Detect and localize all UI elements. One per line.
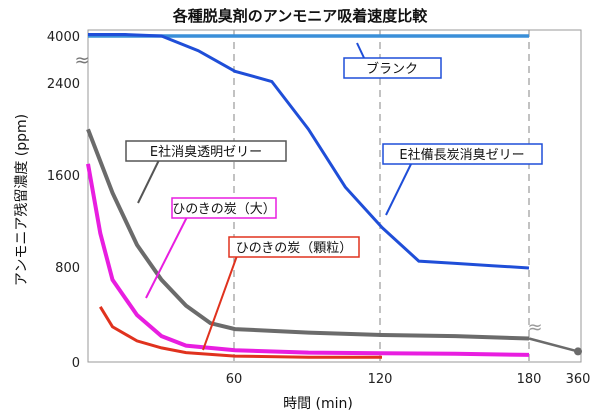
x-axis-label: 時間 (min) [283, 396, 353, 412]
series-layer [86, 33, 582, 359]
label-leader-e-bincho-jelly [385, 159, 414, 216]
y-tick-1600: 1600 [47, 169, 80, 184]
series-line-e-clear-jelly [86, 128, 530, 341]
y-axis-label: アンモニア残留濃度 (ppm) [14, 114, 30, 286]
label-hinoki-large: ひのきの炭（大） [172, 202, 276, 217]
label-box-hinoki-large [171, 197, 277, 219]
y-tick-2400: 2400 [47, 77, 80, 92]
x-axis-break: ≈ [527, 317, 542, 338]
x-tick-60: 60 [226, 372, 243, 387]
label-leader-hinoki-granule [202, 252, 239, 351]
y-tick-4000: 4000 [47, 30, 80, 45]
series-line-e-bincho-jelly [88, 33, 530, 270]
x-tick-120: 120 [368, 372, 393, 387]
label-e-bincho-jelly: E社備長炭消臭ゼリー [399, 147, 524, 163]
label-blank: ブランク [366, 61, 418, 77]
y-tick-0: 0 [72, 356, 80, 371]
series-line-e-clear-jelly-extension [528, 337, 579, 353]
y-axis-break: ≈ [74, 50, 89, 71]
series-line-hinoki-granule [99, 306, 382, 359]
label-e-clear-jelly: E社消臭透明ゼリー [150, 144, 262, 160]
label-box-e-bincho-jelly [382, 143, 543, 165]
label-box-blank [343, 57, 442, 79]
chart-title: 各種脱臭剤のアンモニア吸着速度比較 [172, 7, 428, 25]
label-leader-e-clear-jelly [137, 157, 161, 204]
series-line-hinoki-large [86, 163, 530, 357]
x-tick-360: 360 [566, 372, 591, 387]
y-tick-800: 800 [55, 261, 80, 276]
label-box-hinoki-granule [228, 236, 360, 258]
series-end-dot-e-clear-jelly [574, 347, 582, 356]
label-leader-blank [356, 42, 366, 61]
label-hinoki-granule: ひのきの炭（顆粒） [236, 241, 353, 256]
label-box-e-clear-jelly [125, 140, 287, 162]
x-tick-180: 180 [517, 372, 542, 387]
label-leader-hinoki-large [145, 214, 189, 299]
plot-frame [87, 29, 582, 363]
